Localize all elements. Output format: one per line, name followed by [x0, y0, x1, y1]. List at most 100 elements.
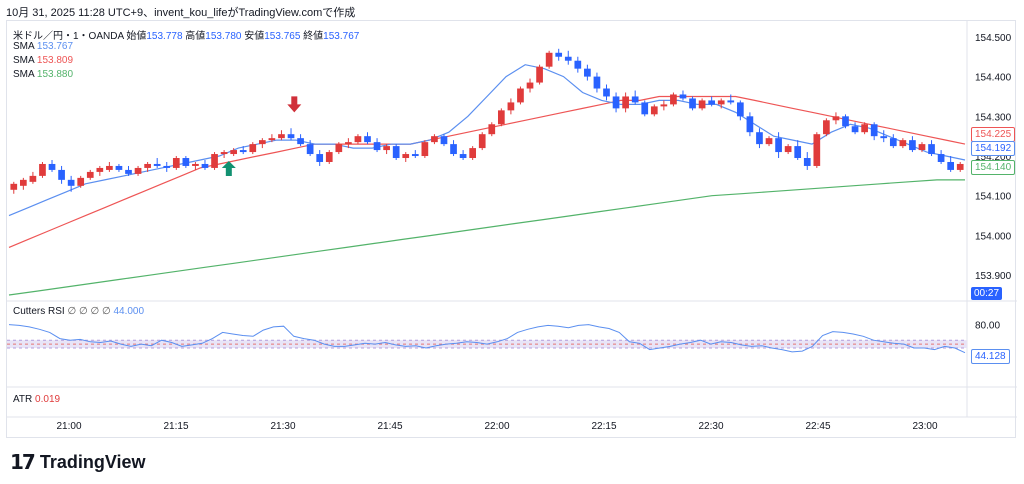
candle-body [736, 102, 744, 117]
candle-body [39, 163, 46, 176]
candle-body [411, 154, 419, 157]
candle-body [19, 179, 27, 186]
candle-body [106, 165, 113, 170]
open-value: 153.778 [146, 31, 183, 42]
price-tick-label: 153.900 [975, 271, 1012, 282]
candle-body [756, 132, 763, 145]
time-tick-label: 22:30 [698, 421, 723, 432]
time-tick-label: 21:30 [270, 421, 295, 432]
candle-body [364, 136, 371, 143]
candle-body [134, 167, 142, 174]
time-tick-label: 22:15 [591, 421, 616, 432]
candle-body [431, 136, 438, 143]
sma-mid-line [8, 95, 966, 248]
symbol-label[interactable]: 米ドル／円・1・OANDA [13, 31, 124, 42]
sma-fast-line [8, 64, 966, 217]
candle-body [641, 102, 649, 115]
close-label: 終値 [303, 31, 324, 42]
candle-body [507, 102, 515, 111]
candle-body [335, 144, 343, 153]
candle-body [201, 163, 209, 168]
candle-body [306, 144, 314, 155]
candle-body [354, 136, 362, 143]
candle-body [536, 66, 543, 83]
candle-body [545, 52, 553, 67]
rsi-setting-icon-3[interactable]: ∅ [90, 306, 100, 317]
sma-slow-line [8, 179, 965, 296]
candle-body [727, 100, 735, 103]
candle-body [115, 165, 123, 170]
sma-green-badge: 154.140 [971, 160, 1016, 175]
candle-body [239, 150, 247, 153]
rsi-setting-icon-2[interactable]: ∅ [78, 306, 88, 317]
candle-body [717, 100, 725, 105]
high-label: 高値 [185, 31, 206, 42]
rsi-legend[interactable]: Cutters RSI ∅ ∅ ∅ ∅ 44.000 [13, 306, 144, 317]
candle-body [937, 154, 945, 162]
open-label: 始値 [126, 31, 147, 42]
candle-body [10, 183, 18, 190]
sma-legend-1[interactable]: SMA 153.767 [13, 41, 73, 52]
candle-body [889, 138, 897, 147]
atr-label: ATR [13, 394, 33, 405]
time-tick-label: 23:00 [912, 421, 937, 432]
candle-body [823, 120, 830, 135]
low-label: 安値 [244, 31, 265, 42]
candle-body [29, 175, 37, 182]
candle-body [689, 98, 696, 109]
rsi-value: 44.000 [113, 306, 145, 317]
candle-body [478, 134, 486, 149]
candle-body [794, 146, 802, 159]
sma-3-value: 153.880 [36, 69, 74, 80]
candle-body [497, 110, 505, 125]
close-value: 153.767 [323, 31, 360, 42]
candle-body [851, 126, 859, 133]
rsi-tick-label: 80.00 [975, 321, 1000, 332]
sma-legend-3[interactable]: SMA 153.880 [13, 69, 73, 80]
candle-body [861, 124, 868, 133]
candle-body [899, 140, 907, 147]
price-legend: 米ドル／円・1・OANDA 始値153.778 高値153.780 安値153.… [13, 27, 359, 42]
time-tick-label: 21:15 [163, 421, 188, 432]
tradingview-logo[interactable]: 17 TradingView [10, 450, 146, 474]
buy-arrow-icon [221, 160, 236, 176]
candle-body [593, 76, 601, 89]
candle-body [450, 144, 457, 155]
rsi-setting-icon-4[interactable]: ∅ [101, 306, 111, 317]
price-tick-label: 154.400 [975, 73, 1012, 84]
sma-2-value: 153.809 [36, 55, 74, 66]
sell-arrow-icon [287, 96, 302, 113]
chart-area[interactable]: 153.900 154.000 154.100 154.200 154.300 154.4… [6, 20, 1017, 439]
candle-body [650, 106, 658, 115]
candle-body [488, 124, 496, 135]
atr-legend[interactable]: ATR 0.019 [13, 394, 60, 405]
candle-body [909, 140, 916, 151]
candle-body [325, 152, 333, 162]
candle-body [392, 146, 400, 159]
rsi-setting-icon-1[interactable]: ∅ [67, 306, 77, 317]
candle-body [631, 96, 639, 103]
candle-body [842, 116, 849, 127]
candle-body [880, 136, 888, 139]
candle-body [297, 138, 304, 145]
candle-body [555, 52, 563, 57]
candle-body [316, 154, 324, 162]
sma-1-label: SMA [13, 41, 35, 52]
candle-body [698, 100, 706, 109]
brand-name: TradingView [39, 451, 146, 472]
sma-legend-2[interactable]: SMA 153.809 [13, 55, 73, 66]
sma-blue-badge: 154.192 [971, 141, 1016, 156]
candle-body [526, 82, 534, 89]
candle-body [421, 142, 429, 157]
candle-body [928, 144, 935, 155]
chart-svg[interactable]: 153.900 154.000 154.100 154.200 154.300 154.4… [7, 21, 1017, 439]
price-tick-label: 154.300 [975, 112, 1012, 123]
candle-body [947, 161, 955, 170]
atr-value: 0.019 [35, 394, 61, 405]
candle-body [660, 104, 668, 107]
candle-body [517, 88, 524, 103]
candle-body [832, 116, 840, 121]
candle-body [182, 158, 190, 166]
candle-body [765, 138, 773, 145]
candle-body [172, 158, 180, 168]
